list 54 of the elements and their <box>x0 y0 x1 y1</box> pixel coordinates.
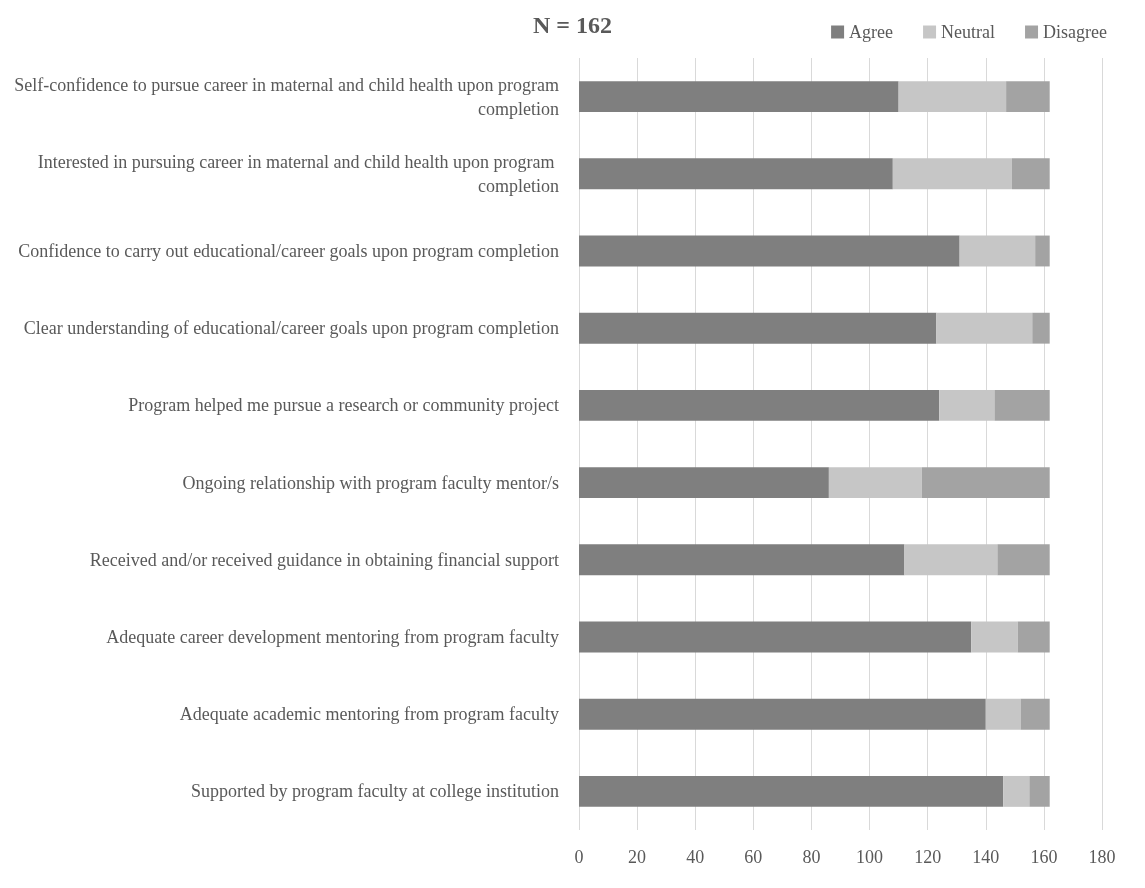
bar <box>1017 621 1050 653</box>
x-tick-label: 140 <box>972 847 1000 867</box>
bar <box>579 158 893 190</box>
bar <box>892 158 1012 190</box>
legend-label: Agree <box>849 22 894 42</box>
bar <box>971 621 1018 653</box>
bar <box>1003 775 1030 807</box>
bar <box>994 389 1050 421</box>
bar <box>579 698 986 730</box>
bar <box>579 235 960 267</box>
bar <box>1020 698 1050 730</box>
bar <box>959 235 1036 267</box>
x-tick-label: 20 <box>628 847 647 867</box>
bar <box>579 389 940 421</box>
bar <box>1032 312 1050 344</box>
bar <box>898 81 1007 113</box>
bar <box>939 389 995 421</box>
y-tick-label: Self-confidence to pursue career in maternal and child health upon program completion <box>14 74 559 119</box>
bar <box>1011 158 1050 190</box>
y-tick-label: Confidence to carry out educational/career goals upon program completion <box>18 241 559 261</box>
y-tick-label: Received and/or received guidance in obtaining financial support <box>89 549 559 570</box>
y-tick-label: Clear understanding of educational/career goals upon program completion <box>23 318 559 339</box>
bar <box>1029 775 1050 807</box>
bar <box>997 544 1050 576</box>
x-tick-label: 0 <box>574 847 584 867</box>
y-tick-label: Ongoing relationship with program faculty mentor/s <box>182 472 559 493</box>
bar <box>936 312 1033 344</box>
bar <box>1035 235 1050 267</box>
x-tick-label: 40 <box>686 847 705 867</box>
x-tick-label: 180 <box>1088 847 1116 867</box>
bar <box>1006 81 1050 113</box>
bar <box>921 467 1050 499</box>
y-tick-label: Adequate career development mentoring from program faculty <box>106 627 559 647</box>
legend-label: Disagree <box>1043 22 1108 42</box>
y-tick-label: Supported by program faculty at college institution <box>191 781 559 802</box>
bar <box>579 621 972 653</box>
y-tick-label: Interested in pursuing career in maternal and child health upon program completion <box>37 151 559 196</box>
legend-label: Neutral <box>941 22 996 42</box>
y-tick-label: Program helped me pursue a research or community project <box>128 395 559 416</box>
x-tick-label: 100 <box>856 847 884 867</box>
bar <box>828 467 922 499</box>
bar <box>579 81 899 113</box>
bar <box>579 467 829 499</box>
bar <box>579 312 937 344</box>
chart-title: N = 162 <box>532 12 613 38</box>
x-tick-label: 120 <box>914 847 942 867</box>
x-tick-label: 160 <box>1030 847 1058 867</box>
x-tick-label: 80 <box>802 847 821 867</box>
bar <box>579 544 905 576</box>
y-tick-label: Adequate academic mentoring from program faculty <box>179 704 559 725</box>
bar <box>904 544 998 576</box>
bar <box>985 698 1021 730</box>
x-tick-label: 60 <box>744 847 763 867</box>
bar <box>579 775 1004 807</box>
